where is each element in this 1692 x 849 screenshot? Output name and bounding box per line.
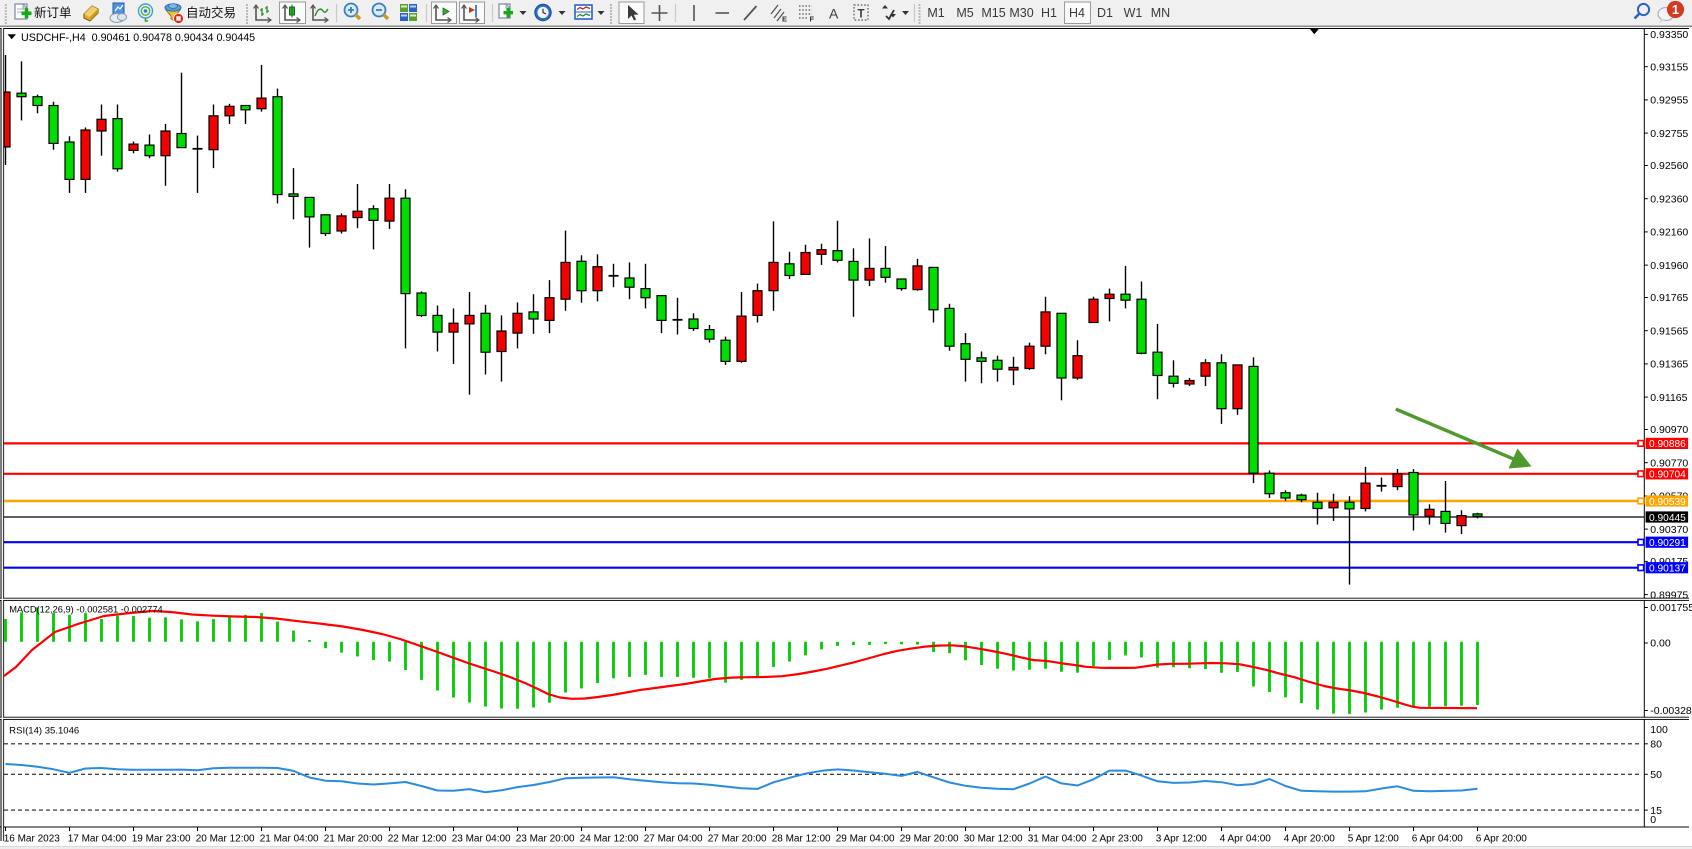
svg-text:0.90886: 0.90886 (1649, 439, 1686, 450)
svg-text:0.91960: 0.91960 (1650, 260, 1688, 272)
svg-text:5 Apr 12:00: 5 Apr 12:00 (1348, 834, 1400, 845)
svg-text:0.001755: 0.001755 (1650, 602, 1692, 614)
svg-text:27 Mar 20:00: 27 Mar 20:00 (708, 834, 767, 845)
svg-text:21 Mar 04:00: 21 Mar 04:00 (260, 834, 319, 845)
svg-text:0.91165: 0.91165 (1650, 392, 1687, 404)
svg-text:22 Mar 12:00: 22 Mar 12:00 (388, 834, 447, 845)
svg-text:新订单: 新订单 (34, 5, 72, 20)
svg-text:17 Mar 04:00: 17 Mar 04:00 (68, 834, 127, 845)
svg-text:50: 50 (1650, 769, 1662, 781)
svg-text:29 Mar 04:00: 29 Mar 04:00 (836, 834, 895, 845)
svg-text:0.90445: 0.90445 (1649, 513, 1686, 524)
svg-text:80: 80 (1650, 739, 1662, 751)
svg-text:T: T (858, 9, 865, 21)
svg-text:3 Apr 12:00: 3 Apr 12:00 (1156, 834, 1208, 845)
svg-text:2 Apr 23:00: 2 Apr 23:00 (1092, 834, 1144, 845)
svg-text:16 Mar 2023: 16 Mar 2023 (4, 834, 61, 845)
svg-text:100: 100 (1650, 724, 1668, 736)
svg-text:0.91565: 0.91565 (1650, 325, 1688, 337)
svg-text:23 Mar 04:00: 23 Mar 04:00 (452, 834, 511, 845)
svg-text:21 Mar 20:00: 21 Mar 20:00 (324, 834, 383, 845)
svg-text:6 Apr 04:00: 6 Apr 04:00 (1412, 834, 1464, 845)
svg-text:H1: H1 (1041, 6, 1057, 20)
svg-text:A: A (829, 6, 839, 22)
svg-text:0.93155: 0.93155 (1650, 61, 1688, 73)
svg-text:31 Mar 04:00: 31 Mar 04:00 (1028, 834, 1087, 845)
svg-text:15: 15 (1650, 805, 1662, 817)
svg-text:MACD(12,26,9) -0.002581 -0.002: MACD(12,26,9) -0.002581 -0.002774 (9, 604, 163, 615)
svg-text:24 Mar 12:00: 24 Mar 12:00 (580, 834, 639, 845)
svg-text:29 Mar 20:00: 29 Mar 20:00 (900, 834, 959, 845)
svg-text:19 Mar 23:00: 19 Mar 23:00 (132, 834, 191, 845)
svg-text:W1: W1 (1124, 6, 1143, 20)
svg-text:0.90970: 0.90970 (1650, 424, 1688, 436)
svg-text:28 Mar 12:00: 28 Mar 12:00 (772, 834, 831, 845)
svg-text:M5: M5 (956, 6, 973, 20)
svg-text:6 Apr 20:00: 6 Apr 20:00 (1476, 834, 1528, 845)
svg-text:4 Apr 20:00: 4 Apr 20:00 (1284, 834, 1336, 845)
svg-text:0.92160: 0.92160 (1650, 227, 1688, 239)
svg-text:0.90539: 0.90539 (1649, 497, 1686, 508)
svg-text:1: 1 (1672, 2, 1679, 17)
svg-text:M1: M1 (927, 6, 944, 20)
svg-text:M30: M30 (1009, 6, 1033, 20)
svg-text:30 Mar 12:00: 30 Mar 12:00 (964, 834, 1023, 845)
svg-text:0: 0 (1650, 814, 1656, 826)
svg-text:0.92560: 0.92560 (1650, 160, 1688, 172)
svg-text:0.92955: 0.92955 (1650, 95, 1688, 107)
svg-text:4 Apr 04:00: 4 Apr 04:00 (1220, 834, 1272, 845)
svg-text:MN: MN (1151, 6, 1170, 20)
svg-text:0.90704: 0.90704 (1649, 470, 1686, 481)
svg-text:0.91765: 0.91765 (1650, 292, 1688, 304)
svg-text:0.90291: 0.90291 (1649, 538, 1686, 549)
svg-text:USDCHF-,H4 0.90461 0.90478 0.: USDCHF-,H4 0.90461 0.90478 0.90434 0.904… (21, 32, 255, 44)
svg-text:H4: H4 (1069, 6, 1085, 20)
svg-text:20 Mar 12:00: 20 Mar 12:00 (196, 834, 255, 845)
svg-text:0.92755: 0.92755 (1650, 128, 1688, 140)
svg-text:E: E (782, 15, 787, 24)
svg-text:-0.003284: -0.003284 (1650, 705, 1692, 717)
svg-text:23 Mar 20:00: 23 Mar 20:00 (516, 834, 575, 845)
svg-text:RSI(14) 35.1046: RSI(14) 35.1046 (9, 725, 79, 736)
svg-text:0.93350: 0.93350 (1650, 29, 1688, 41)
svg-text:M15: M15 (981, 6, 1005, 20)
svg-text:0.91365: 0.91365 (1650, 359, 1688, 371)
svg-text:27 Mar 04:00: 27 Mar 04:00 (644, 834, 703, 845)
svg-text:0.90370: 0.90370 (1650, 524, 1688, 536)
svg-text:D1: D1 (1097, 6, 1113, 20)
svg-text:0.00: 0.00 (1650, 638, 1671, 650)
svg-text:0.89975: 0.89975 (1650, 589, 1688, 601)
svg-text:0.90770: 0.90770 (1650, 457, 1688, 469)
svg-text:自动交易: 自动交易 (186, 5, 236, 20)
svg-text:0.90137: 0.90137 (1649, 564, 1686, 575)
svg-text:0.92360: 0.92360 (1650, 193, 1688, 205)
svg-text:F: F (810, 15, 815, 24)
